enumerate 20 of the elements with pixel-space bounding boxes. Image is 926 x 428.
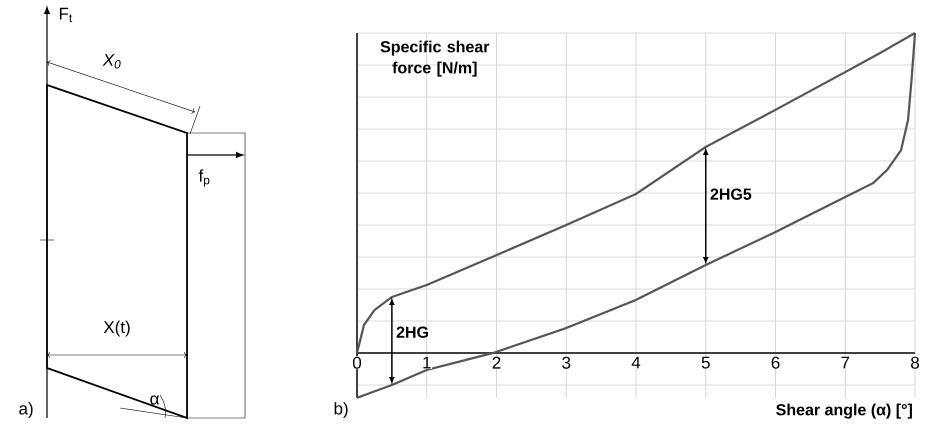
x-tick-label: 8	[911, 356, 920, 369]
text: F$_{t}$	[60, 8, 72, 22]
y-axis-title: Specific shear force [N/m]	[380, 40, 490, 77]
text: X(t)	[104, 320, 130, 336]
x-tick-label: 2	[492, 356, 500, 369]
annotation: 2HG5	[710, 188, 752, 200]
x-tick-label: 7	[841, 356, 850, 368]
x-tick-label: 3	[562, 356, 570, 369]
text: b)	[334, 402, 348, 418]
x-tick-label: 6	[772, 356, 780, 369]
x-tick-label: 0	[352, 356, 362, 369]
x-tick-label: 4	[632, 356, 640, 368]
text: a)	[19, 402, 33, 418]
x-tick-label: 5	[702, 356, 710, 369]
x-axis-title: Shear angle (α) [°]	[776, 404, 912, 419]
text: X$_{0}$	[102, 54, 121, 68]
text: α	[150, 395, 159, 405]
text: f$_{p}$	[198, 169, 210, 187]
x-tick-label: 1	[423, 356, 431, 368]
annotation: 2HG	[396, 326, 428, 338]
